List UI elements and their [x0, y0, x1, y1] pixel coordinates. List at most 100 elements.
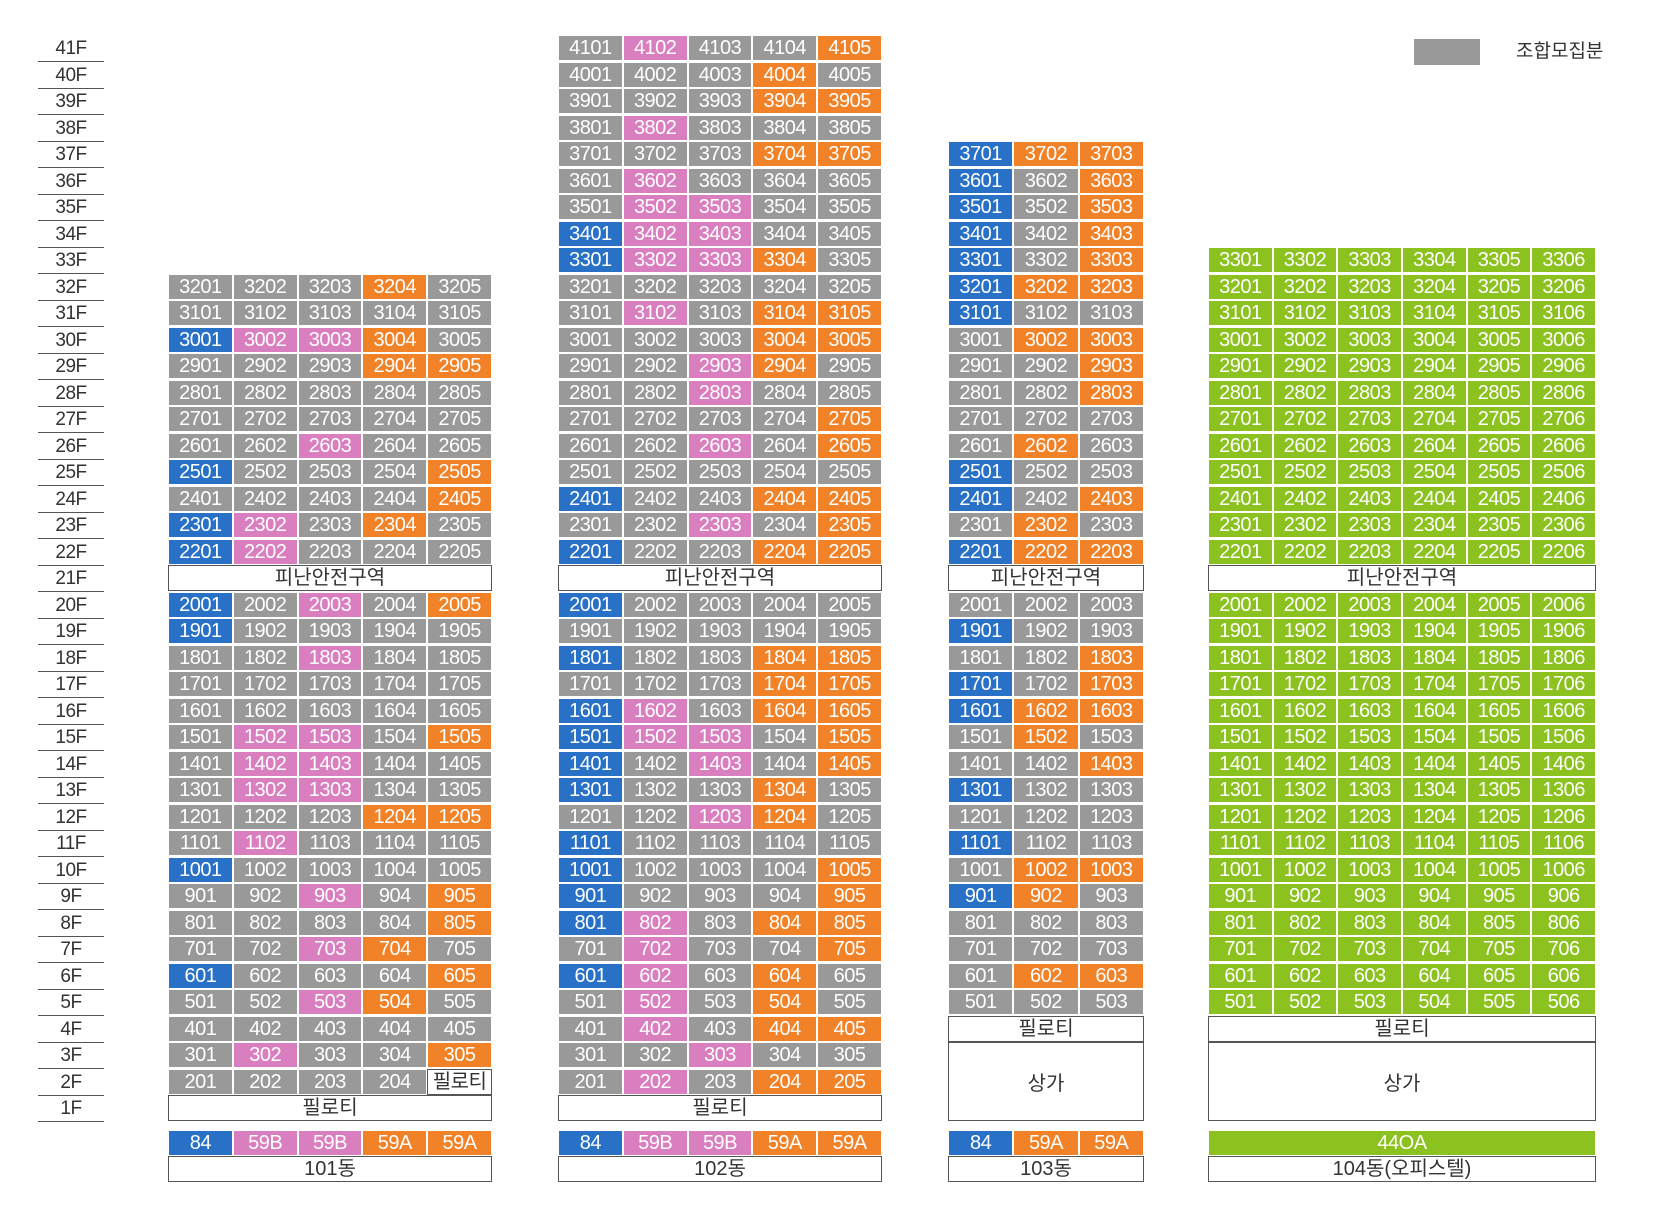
unit-type-cell: 59A [1078, 1130, 1144, 1156]
unit-cell: 2204 [362, 538, 428, 565]
unit-cell: 202 [232, 1068, 298, 1095]
unit-cell: 403 [297, 1015, 363, 1042]
floor-label: 35F [38, 194, 104, 221]
floor-label: 27F [38, 406, 104, 433]
unit-cell: 3103 [297, 300, 363, 326]
unit-cell: 2405 [427, 485, 492, 512]
unit-cell: 2802 [1013, 379, 1079, 406]
unit-cell: 1005 [427, 856, 492, 883]
unit-cell: 2801 [558, 379, 623, 406]
unit-cell: 703 [687, 936, 753, 962]
unit-cell: 1105 [1466, 830, 1532, 856]
unit-cell: 804 [362, 909, 428, 936]
unit-cell: 1402 [232, 750, 298, 777]
unit-cell: 4105 [817, 35, 882, 61]
unit-type-cell: 84 [558, 1130, 623, 1156]
unit-cell: 1401 [558, 750, 623, 777]
unit-cell: 3102 [622, 300, 688, 326]
unit-cell: 1003 [1078, 856, 1144, 883]
unit-cell: 1205 [817, 803, 882, 830]
floor-label: 29F [38, 353, 104, 380]
unit-cell: 1303 [297, 777, 363, 803]
unit-cell: 1301 [168, 777, 233, 803]
unit-cell: 502 [232, 989, 298, 1015]
unit-cell: 801 [168, 909, 233, 936]
unit-cell: 2005 [817, 591, 882, 618]
unit-cell: 3601 [948, 167, 1014, 194]
unit-cell: 2705 [427, 406, 492, 432]
floor-label: 28F [38, 380, 104, 407]
unit-cell: 603 [1078, 962, 1144, 989]
unit-cell: 1704 [1402, 671, 1467, 697]
unit-cell: 3405 [817, 220, 882, 247]
unit-cell: 604 [752, 962, 818, 989]
unit-cell: 1002 [232, 856, 298, 883]
unit-cell: 506 [1531, 989, 1596, 1015]
unit-cell: 1205 [1466, 803, 1532, 830]
unit-cell: 2803 [1078, 379, 1144, 406]
unit-cell: 1403 [297, 750, 363, 777]
unit-cell: 3904 [752, 88, 818, 114]
unit-cell: 2002 [1013, 591, 1079, 618]
unit-cell: 2602 [232, 432, 298, 459]
unit-cell: 1302 [232, 777, 298, 803]
unit-cell: 4101 [558, 35, 623, 61]
unit-cell: 2503 [1337, 459, 1402, 485]
unit-cell: 2805 [427, 379, 492, 406]
unit-cell: 2401 [558, 485, 623, 512]
unit-cell: 2901 [1208, 353, 1273, 379]
unit-cell: 3505 [817, 194, 882, 220]
unit-cell: 2704 [752, 406, 818, 432]
unit-cell: 901 [948, 883, 1014, 909]
unit-cell: 2403 [687, 485, 753, 512]
unit-cell: 3702 [622, 141, 688, 167]
unit-cell: 2906 [1531, 353, 1596, 379]
unit-cell: 1303 [1337, 777, 1402, 803]
unit-cell: 3302 [1272, 247, 1338, 273]
unit-cell: 501 [948, 989, 1014, 1015]
floor-label: 36F [38, 168, 104, 195]
unit-cell: 2703 [687, 406, 753, 432]
unit-cell: 2302 [1272, 512, 1338, 538]
unit-cell: 1602 [232, 697, 298, 724]
unit-cell: 903 [1337, 883, 1402, 909]
unit-cell: 3501 [948, 194, 1014, 220]
unit-cell: 803 [297, 909, 363, 936]
unit-cell: 502 [1272, 989, 1338, 1015]
unit-cell: 2704 [362, 406, 428, 432]
unit-cell: 1503 [297, 724, 363, 750]
unit-cell: 902 [622, 883, 688, 909]
unit-cell: 3205 [1466, 273, 1532, 300]
unit-cell: 702 [1013, 936, 1079, 962]
unit-cell: 2804 [362, 379, 428, 406]
unit-cell: 2603 [297, 432, 363, 459]
floor-label: 1F [38, 1095, 104, 1122]
unit-cell: 1802 [1013, 644, 1079, 671]
unit-cell: 2002 [232, 591, 298, 618]
building-name: 104동(오피스텔) [1208, 1156, 1596, 1182]
unit-cell: 2604 [752, 432, 818, 459]
unit-cell: 1704 [752, 671, 818, 697]
unit-cell: 2601 [168, 432, 233, 459]
unit-cell: 3103 [687, 300, 753, 326]
unit-cell: 2505 [817, 459, 882, 485]
unit-cell: 2805 [1466, 379, 1532, 406]
unit-cell: 1805 [817, 644, 882, 671]
unit-cell: 1104 [1402, 830, 1467, 856]
unit-cell: 601 [1208, 962, 1273, 989]
unit-cell: 1803 [1078, 644, 1144, 671]
unit-cell: 402 [622, 1015, 688, 1042]
floor-label: 37F [38, 141, 104, 168]
floor-label: 2F [38, 1069, 104, 1096]
unit-cell: 804 [752, 909, 818, 936]
unit-cell: 1905 [817, 618, 882, 644]
unit-cell: 203 [297, 1068, 363, 1095]
unit-cell: 1605 [1466, 697, 1532, 724]
unit-cell: 1204 [1402, 803, 1467, 830]
unit-cell: 3301 [558, 247, 623, 273]
unit-cell: 1903 [1337, 618, 1402, 644]
unit-cell: 2901 [168, 353, 233, 379]
unit-cell: 3104 [752, 300, 818, 326]
unit-cell: 2404 [752, 485, 818, 512]
unit-cell: 2402 [622, 485, 688, 512]
